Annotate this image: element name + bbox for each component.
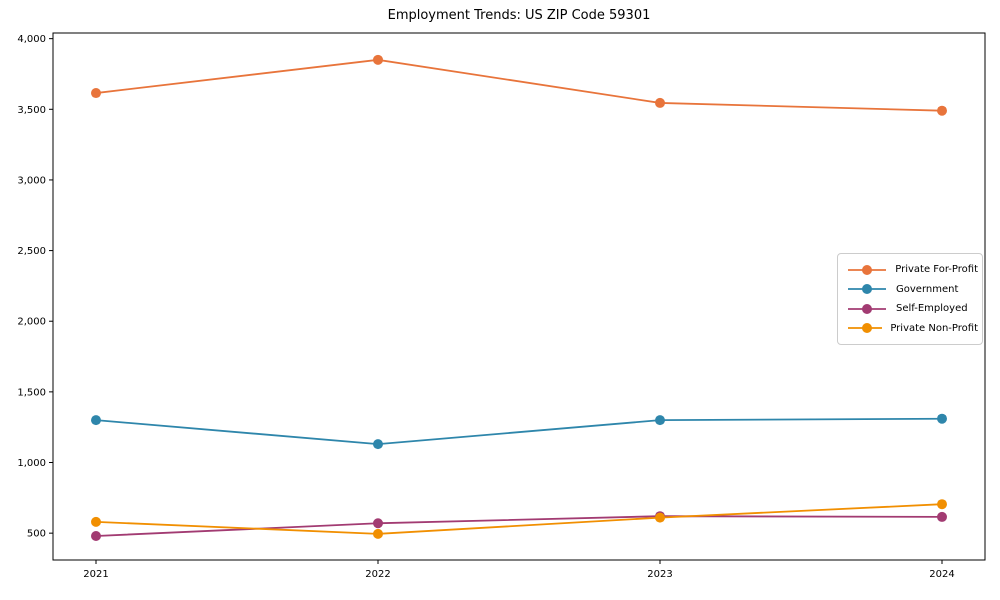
y-tick-label: 2,500 [17,246,46,257]
series-marker-private-for-profit [91,88,101,99]
series-line-self-employed [95,515,943,537]
legend-label: Private For-Profit [895,264,978,276]
y-tick-label: 1,000 [17,458,46,469]
legend-label: Self-Employed [896,303,968,315]
series-marker-government [937,413,947,424]
legend-item-government: Government [846,283,978,295]
chart-legend: Private For-Profit Government Self-Employe… [837,253,983,345]
series-marker-private-for-profit [373,54,383,65]
series-marker-private-non-profit [91,516,101,527]
x-tick-label: 2024 [929,569,954,580]
series-marker-self-employed [91,530,101,541]
x-tick-label: 2021 [83,569,108,580]
series-line-private-for-profit [95,58,943,112]
series-marker-government [373,439,383,450]
series-line-private-non-profit [95,503,943,535]
series-line-government [95,417,943,446]
legend-label: Private Non-Profit [890,322,978,334]
y-tick-label: 1,500 [17,387,46,398]
y-tick-label: 4,000 [17,34,46,45]
y-tick-label: 2,000 [17,317,46,328]
legend-item-private-non-profit: Private Non-Profit [846,322,978,334]
legend-marker-icon [848,284,886,295]
legend-item-private-for-profit: Private For-Profit [846,264,978,276]
legend-marker-icon [848,264,886,275]
series-marker-private-non-profit [373,528,383,539]
series-marker-self-employed [373,518,383,529]
series-marker-self-employed [937,511,947,522]
legend-marker-icon [848,303,886,314]
legend-label: Government [896,283,959,295]
series-marker-government [655,415,665,426]
series-marker-private-for-profit [655,97,665,108]
chart-title: Employment Trends: US ZIP Code 59301 [387,8,651,23]
series-marker-private-non-profit [937,499,947,510]
x-tick-label: 2023 [647,569,672,580]
y-tick-label: 500 [27,529,46,540]
axes-frame [52,32,986,561]
x-tick-label: 2022 [365,569,390,580]
series-marker-private-non-profit [655,512,665,523]
series-marker-private-for-profit [937,105,947,116]
legend-item-self-employed: Self-Employed [846,303,978,315]
legend-marker-icon [848,323,883,334]
series-marker-government [91,415,101,426]
y-tick-label: 3,500 [17,105,46,116]
y-tick-label: 3,000 [17,175,46,186]
